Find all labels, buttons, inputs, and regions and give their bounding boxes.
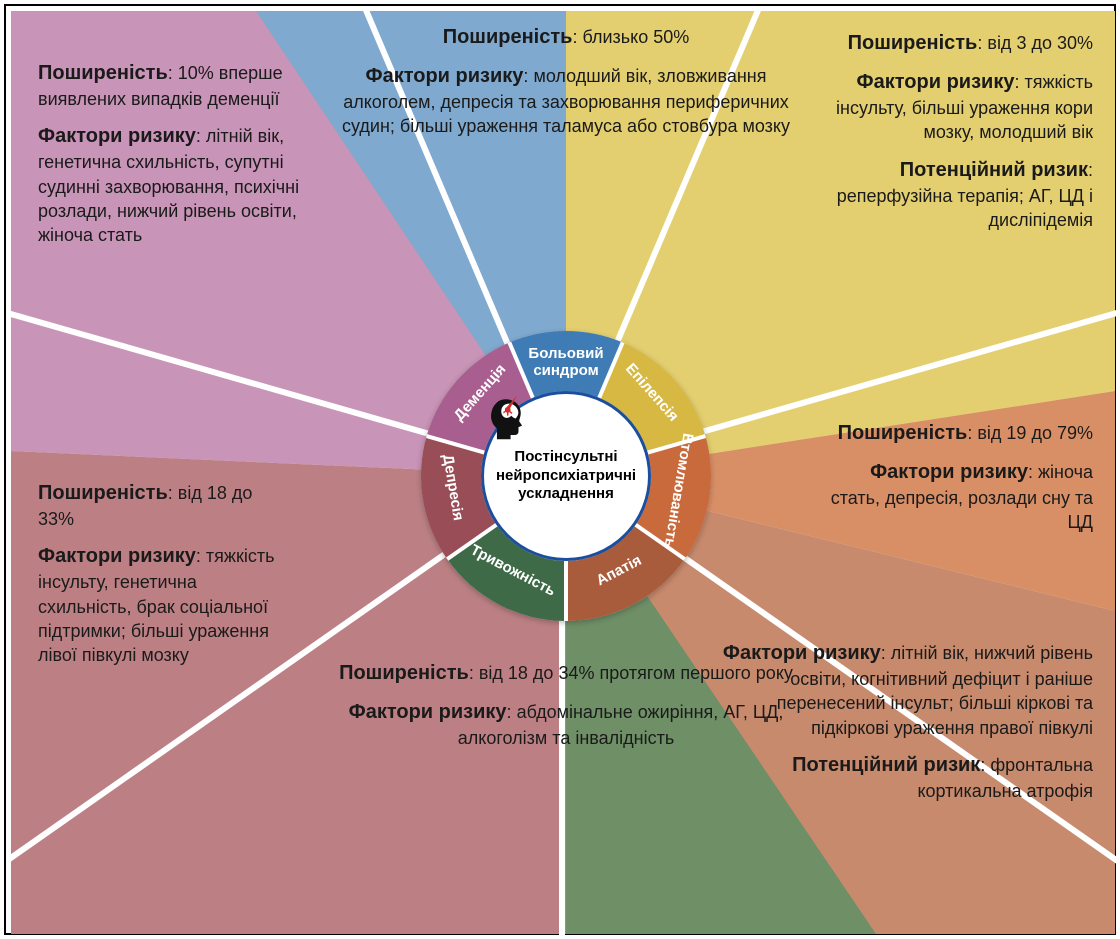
- block-text: від 18 до 34% протягом першого року: [479, 663, 793, 683]
- block-label: Поширеність: [38, 482, 168, 504]
- block-dementia-0: Поширеність: 10% вперше виявлених випадк…: [38, 60, 322, 111]
- hub-title: Постінсультні нейропсихіатричні ускладне…: [492, 448, 640, 504]
- block-anxiety-1: Фактори ризику: абдомінальне ожиріння, А…: [324, 699, 808, 750]
- block-label: Поширеність: [38, 62, 168, 84]
- block-fatigue-0: Поширеність: від 19 до 79%: [824, 420, 1093, 447]
- hub: БольовийсиндромЕпілепсіяВтомлюваністьАпа…: [421, 331, 711, 621]
- block-colon: :: [196, 546, 206, 566]
- block-epilepsy-2: Потенційний ризик: реперфузійна терапія;…: [784, 157, 1093, 233]
- block-depression-0: Поширеність: від 18 до 33%: [38, 480, 292, 531]
- block-colon: :: [168, 483, 178, 503]
- block-label: Поширеність: [339, 662, 469, 684]
- block-colon: :: [881, 643, 891, 663]
- panel-dementia: Поширеність: 10% вперше виявлених випадк…: [20, 46, 340, 261]
- block-colon: :: [196, 126, 206, 146]
- block-colon: :: [1014, 72, 1024, 92]
- block-label: Поширеність: [848, 32, 978, 54]
- block-colon: :: [977, 33, 987, 53]
- infographic-frame: { "center": { "title": "Постінсультні не…: [4, 4, 1116, 935]
- block-colon: :: [1028, 462, 1038, 482]
- block-pain-0: Поширеність: близько 50%: [324, 24, 808, 51]
- block-text: близько 50%: [582, 27, 689, 47]
- block-epilepsy-0: Поширеність: від 3 до 30%: [784, 30, 1093, 57]
- block-colon: :: [523, 66, 533, 86]
- brain-stroke-icon: [484, 394, 530, 440]
- block-label: Поширеність: [443, 26, 573, 48]
- panel-depression: Поширеність: від 18 до 33% Фактори ризику…: [20, 466, 310, 681]
- block-label: Фактори ризику: [870, 461, 1028, 483]
- hub-core: Постінсультні нейропсихіатричні ускладне…: [481, 391, 651, 561]
- block-text: від 3 до 30%: [987, 33, 1093, 53]
- block-fatigue-1: Фактори ризику: жіноча стать, депресія, …: [824, 459, 1093, 535]
- block-colon: :: [980, 755, 990, 775]
- block-colon: :: [168, 63, 178, 83]
- block-text: реперфузійна терапія; АГ, ЦД і дисліпіде…: [837, 186, 1093, 230]
- block-label: Потенційний ризик: [900, 159, 1088, 181]
- block-pain-1: Фактори ризику: молодший вік, зловживанн…: [324, 63, 808, 139]
- panel-fatigue: Поширеність: від 19 до 79% Фактори ризику…: [806, 406, 1111, 549]
- block-label: Поширеність: [838, 422, 968, 444]
- panel-pain: Поширеність: близько 50% Фактори ризику: …: [306, 10, 826, 153]
- block-colon: :: [1088, 160, 1093, 180]
- block-label: Фактори ризику: [366, 65, 524, 87]
- block-colon: :: [967, 423, 977, 443]
- block-anxiety-0: Поширеність: від 18 до 34% протягом перш…: [324, 660, 808, 687]
- block-label: Фактори ризику: [38, 545, 196, 567]
- block-label: Фактори ризику: [857, 71, 1015, 93]
- block-depression-1: Фактори ризику: тяжкість інсульту, генет…: [38, 543, 292, 667]
- panel-anxiety: Поширеність: від 18 до 34% протягом перш…: [306, 646, 826, 764]
- panel-epilepsy: Поширеність: від 3 до 30% Фактори ризику:…: [766, 16, 1111, 246]
- block-epilepsy-1: Фактори ризику: тяжкість інсульту, більш…: [784, 69, 1093, 145]
- block-text: від 19 до 79%: [977, 423, 1093, 443]
- block-colon: :: [469, 663, 479, 683]
- block-label: Фактори ризику: [38, 125, 196, 147]
- block-label: Фактори ризику: [349, 701, 507, 723]
- block-dementia-1: Фактори ризику: літній вік, генетична сх…: [38, 123, 322, 247]
- block-colon: :: [572, 27, 582, 47]
- block-colon: :: [507, 702, 517, 722]
